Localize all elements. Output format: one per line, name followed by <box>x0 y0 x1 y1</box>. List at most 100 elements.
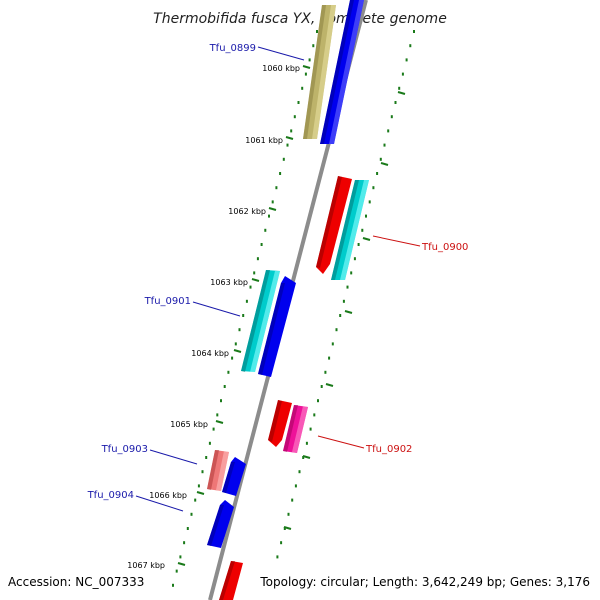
kbp-label-1067: 1067 kbp <box>127 561 165 570</box>
right-track-tick-19 <box>342 299 345 303</box>
right-track-tick-4 <box>398 86 401 90</box>
kbp-label-1061: 1061 kbp <box>245 136 283 145</box>
right-track-tick-18 <box>346 285 349 289</box>
right-track-tick-7 <box>387 129 390 133</box>
right-track-tick-36 <box>280 541 283 545</box>
leader-tfu0903 <box>149 449 198 465</box>
left-track-tick-12 <box>271 200 274 204</box>
left-track-tick-33 <box>194 498 197 502</box>
right-track-tick-25 <box>320 385 323 388</box>
gene-label-tfu0899[interactable]: Tfu_0899 <box>209 43 256 54</box>
right-track-tick-24 <box>324 370 327 374</box>
accession-text: Accession: NC_007333 <box>8 575 144 589</box>
left-track-tick-30 <box>205 456 208 459</box>
left-track-tick-3 <box>304 72 307 76</box>
left-track-tick-7 <box>290 129 293 133</box>
right-track-tick-11 <box>372 186 375 190</box>
gene-blue-tfu0899[interactable] <box>320 0 364 144</box>
right-track-tick-32 <box>294 484 297 488</box>
kbp-label-1063: 1063 kbp <box>210 278 248 287</box>
left-track-tick-17 <box>253 271 256 275</box>
gene-red-bottom[interactable] <box>219 561 243 600</box>
leader-tfu0901 <box>192 301 241 317</box>
left-track-tick-38 <box>175 569 178 573</box>
gene-blue-tfu0904[interactable] <box>207 500 234 548</box>
left-track-tick-5 <box>297 101 300 104</box>
right-major-tick-4 <box>325 383 334 387</box>
right-track-tick-22 <box>331 342 334 346</box>
right-major-tick-0 <box>397 91 406 95</box>
gene-pink-tfu0902[interactable] <box>283 405 308 453</box>
right-track-tick-5 <box>394 101 397 104</box>
major-tick-0 <box>302 65 311 69</box>
map-title: Thermobifida fusca YX, complete genome <box>153 11 447 27</box>
left-track-tick-34 <box>190 512 193 516</box>
right-track-tick-37 <box>276 555 279 559</box>
right-track-tick-3 <box>401 72 404 76</box>
right-track-tick-26 <box>317 399 319 403</box>
left-track-tick-26 <box>220 399 222 403</box>
right-track-tick-29 <box>305 441 308 445</box>
left-track-tick-29 <box>208 441 211 445</box>
right-tick-track <box>276 30 415 559</box>
right-major-tick-2 <box>362 237 371 241</box>
right-track-tick-20 <box>339 314 342 317</box>
gene-label-tfu0901[interactable]: Tfu_0901 <box>144 296 191 307</box>
gene-label-tfu0900[interactable]: Tfu_0900 <box>421 242 468 253</box>
right-track-tick-23 <box>328 356 331 360</box>
major-tick-4 <box>233 349 242 353</box>
gene-label-tfu0903[interactable]: Tfu_0903 <box>101 444 148 455</box>
right-track-tick-34 <box>287 512 290 516</box>
gene-blue-tfu0903[interactable] <box>222 457 246 496</box>
gene-features <box>207 0 369 600</box>
right-major-tick-5 <box>302 455 311 459</box>
right-track-tick-13 <box>365 214 367 218</box>
gene-red-tfu0902[interactable] <box>268 400 292 447</box>
right-track-tick-2 <box>405 58 408 62</box>
left-track-tick-0 <box>316 30 318 33</box>
kbp-label-1062: 1062 kbp <box>228 207 266 216</box>
gene-blue-tfu0901[interactable] <box>258 276 296 377</box>
gene-olive[interactable] <box>303 5 336 139</box>
leader-tfu0900 <box>372 235 421 247</box>
left-track-tick-25 <box>223 385 226 388</box>
gene-label-tfu0904[interactable]: Tfu_0904 <box>87 490 134 501</box>
left-track-tick-24 <box>227 370 230 374</box>
right-track-tick-8 <box>383 143 386 147</box>
left-track-tick-32 <box>197 484 200 488</box>
gene-label-tfu0902[interactable]: Tfu_0902 <box>365 444 412 455</box>
kbp-label-1066: 1066 kbp <box>149 491 187 500</box>
left-track-tick-37 <box>179 555 182 559</box>
left-track-tick-16 <box>256 257 259 261</box>
left-track-tick-2 <box>308 58 311 62</box>
left-track-tick-21 <box>238 328 241 332</box>
left-track-tick-10 <box>279 172 282 175</box>
gene-cyan-tfu0901[interactable] <box>241 270 280 372</box>
right-major-tick-3 <box>344 310 353 314</box>
left-track-tick-23 <box>231 356 234 360</box>
leader-tfu0902 <box>317 435 365 449</box>
major-tick-6 <box>196 491 205 495</box>
right-track-tick-30 <box>302 456 305 459</box>
right-major-tick-1 <box>380 162 389 166</box>
leader-tfu0899 <box>257 46 305 61</box>
major-tick-7 <box>177 562 186 566</box>
right-track-tick-9 <box>379 157 382 161</box>
gene-cyan-tfu0900[interactable] <box>331 180 369 280</box>
left-track-tick-4 <box>301 86 304 90</box>
left-track-tick-14 <box>264 228 267 232</box>
left-tick-track <box>172 30 318 587</box>
right-track-tick-21 <box>335 328 338 332</box>
right-track-tick-28 <box>309 427 312 431</box>
left-track-tick-8 <box>286 143 289 147</box>
left-track-tick-11 <box>275 186 278 190</box>
right-track-tick-35 <box>283 527 286 530</box>
right-track-tick-27 <box>313 413 316 417</box>
gene-salmon-tfu0903[interactable] <box>207 450 229 491</box>
left-track-tick-27 <box>216 413 219 417</box>
right-track-tick-6 <box>390 115 393 119</box>
gene-red-tfu0900[interactable] <box>316 176 352 274</box>
left-track-tick-9 <box>282 157 285 161</box>
left-track-tick-1 <box>312 44 315 48</box>
major-tick-3 <box>251 278 260 282</box>
